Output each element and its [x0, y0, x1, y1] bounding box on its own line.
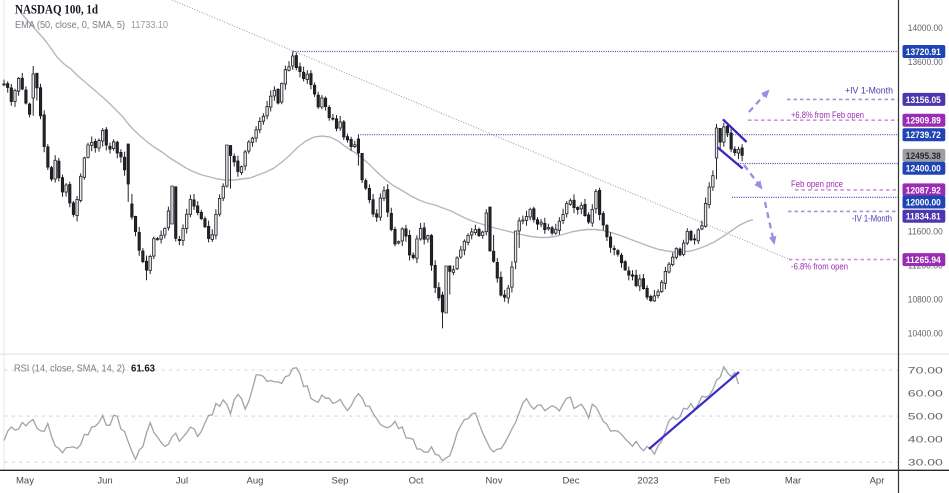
svg-text:61.63: 61.63 [131, 364, 155, 375]
svg-text:13156.05: 13156.05 [906, 94, 941, 105]
svg-text:50.00: 50.00 [908, 412, 943, 423]
svg-text:12909.89: 12909.89 [906, 115, 941, 126]
svg-text:Oct: Oct [409, 476, 424, 487]
svg-text:Mar: Mar [785, 476, 801, 487]
svg-text:EMA (50, close, 0, SMA, 5): EMA (50, close, 0, SMA, 5) [15, 20, 125, 31]
svg-text:-IV 1-Month: -IV 1-Month [852, 214, 892, 224]
svg-text:Aug: Aug [247, 476, 264, 487]
svg-text:13720.91: 13720.91 [906, 46, 941, 57]
svg-text:May: May [16, 476, 34, 487]
svg-text:10800.00: 10800.00 [908, 295, 943, 306]
svg-text:12400.00: 12400.00 [906, 163, 941, 174]
svg-text:11265.94: 11265.94 [906, 254, 942, 265]
svg-text:-6.8% from open: -6.8% from open [791, 262, 848, 272]
svg-text:12495.38: 12495.38 [906, 150, 941, 161]
svg-text:70.00: 70.00 [908, 365, 943, 376]
svg-text:11600.00: 11600.00 [908, 227, 943, 238]
svg-text:+IV 1-Month: +IV 1-Month [845, 86, 893, 96]
svg-text:30.00: 30.00 [908, 458, 943, 469]
svg-text:RSI (14, close, SMA, 14, 2): RSI (14, close, SMA, 14, 2) [14, 364, 125, 375]
svg-text:Feb open price: Feb open price [791, 179, 843, 189]
svg-text:13600.00: 13600.00 [908, 57, 943, 68]
svg-text:Sep: Sep [332, 476, 349, 487]
svg-text:Feb: Feb [714, 476, 730, 487]
svg-text:60.00: 60.00 [908, 388, 943, 399]
svg-text:11733.10: 11733.10 [131, 20, 168, 31]
svg-text:11834.81: 11834.81 [906, 211, 941, 222]
svg-text:2023: 2023 [637, 476, 658, 487]
svg-text:Dec: Dec [563, 476, 580, 487]
svg-text:+6.8% from Feb open: +6.8% from Feb open [791, 110, 864, 120]
svg-text:Nov: Nov [486, 476, 503, 487]
svg-text:Jul: Jul [176, 476, 188, 487]
svg-text:12087.92: 12087.92 [906, 184, 941, 195]
svg-text:10400.00: 10400.00 [908, 329, 943, 340]
svg-text:NASDAQ 100, 1d: NASDAQ 100, 1d [15, 2, 99, 17]
svg-text:12739.72: 12739.72 [906, 129, 941, 140]
svg-text:40.00: 40.00 [908, 435, 943, 446]
svg-text:Jun: Jun [97, 476, 112, 487]
svg-text:12000.00: 12000.00 [906, 196, 941, 207]
svg-text:Apr: Apr [870, 476, 885, 487]
svg-text:14000.00: 14000.00 [908, 23, 943, 34]
